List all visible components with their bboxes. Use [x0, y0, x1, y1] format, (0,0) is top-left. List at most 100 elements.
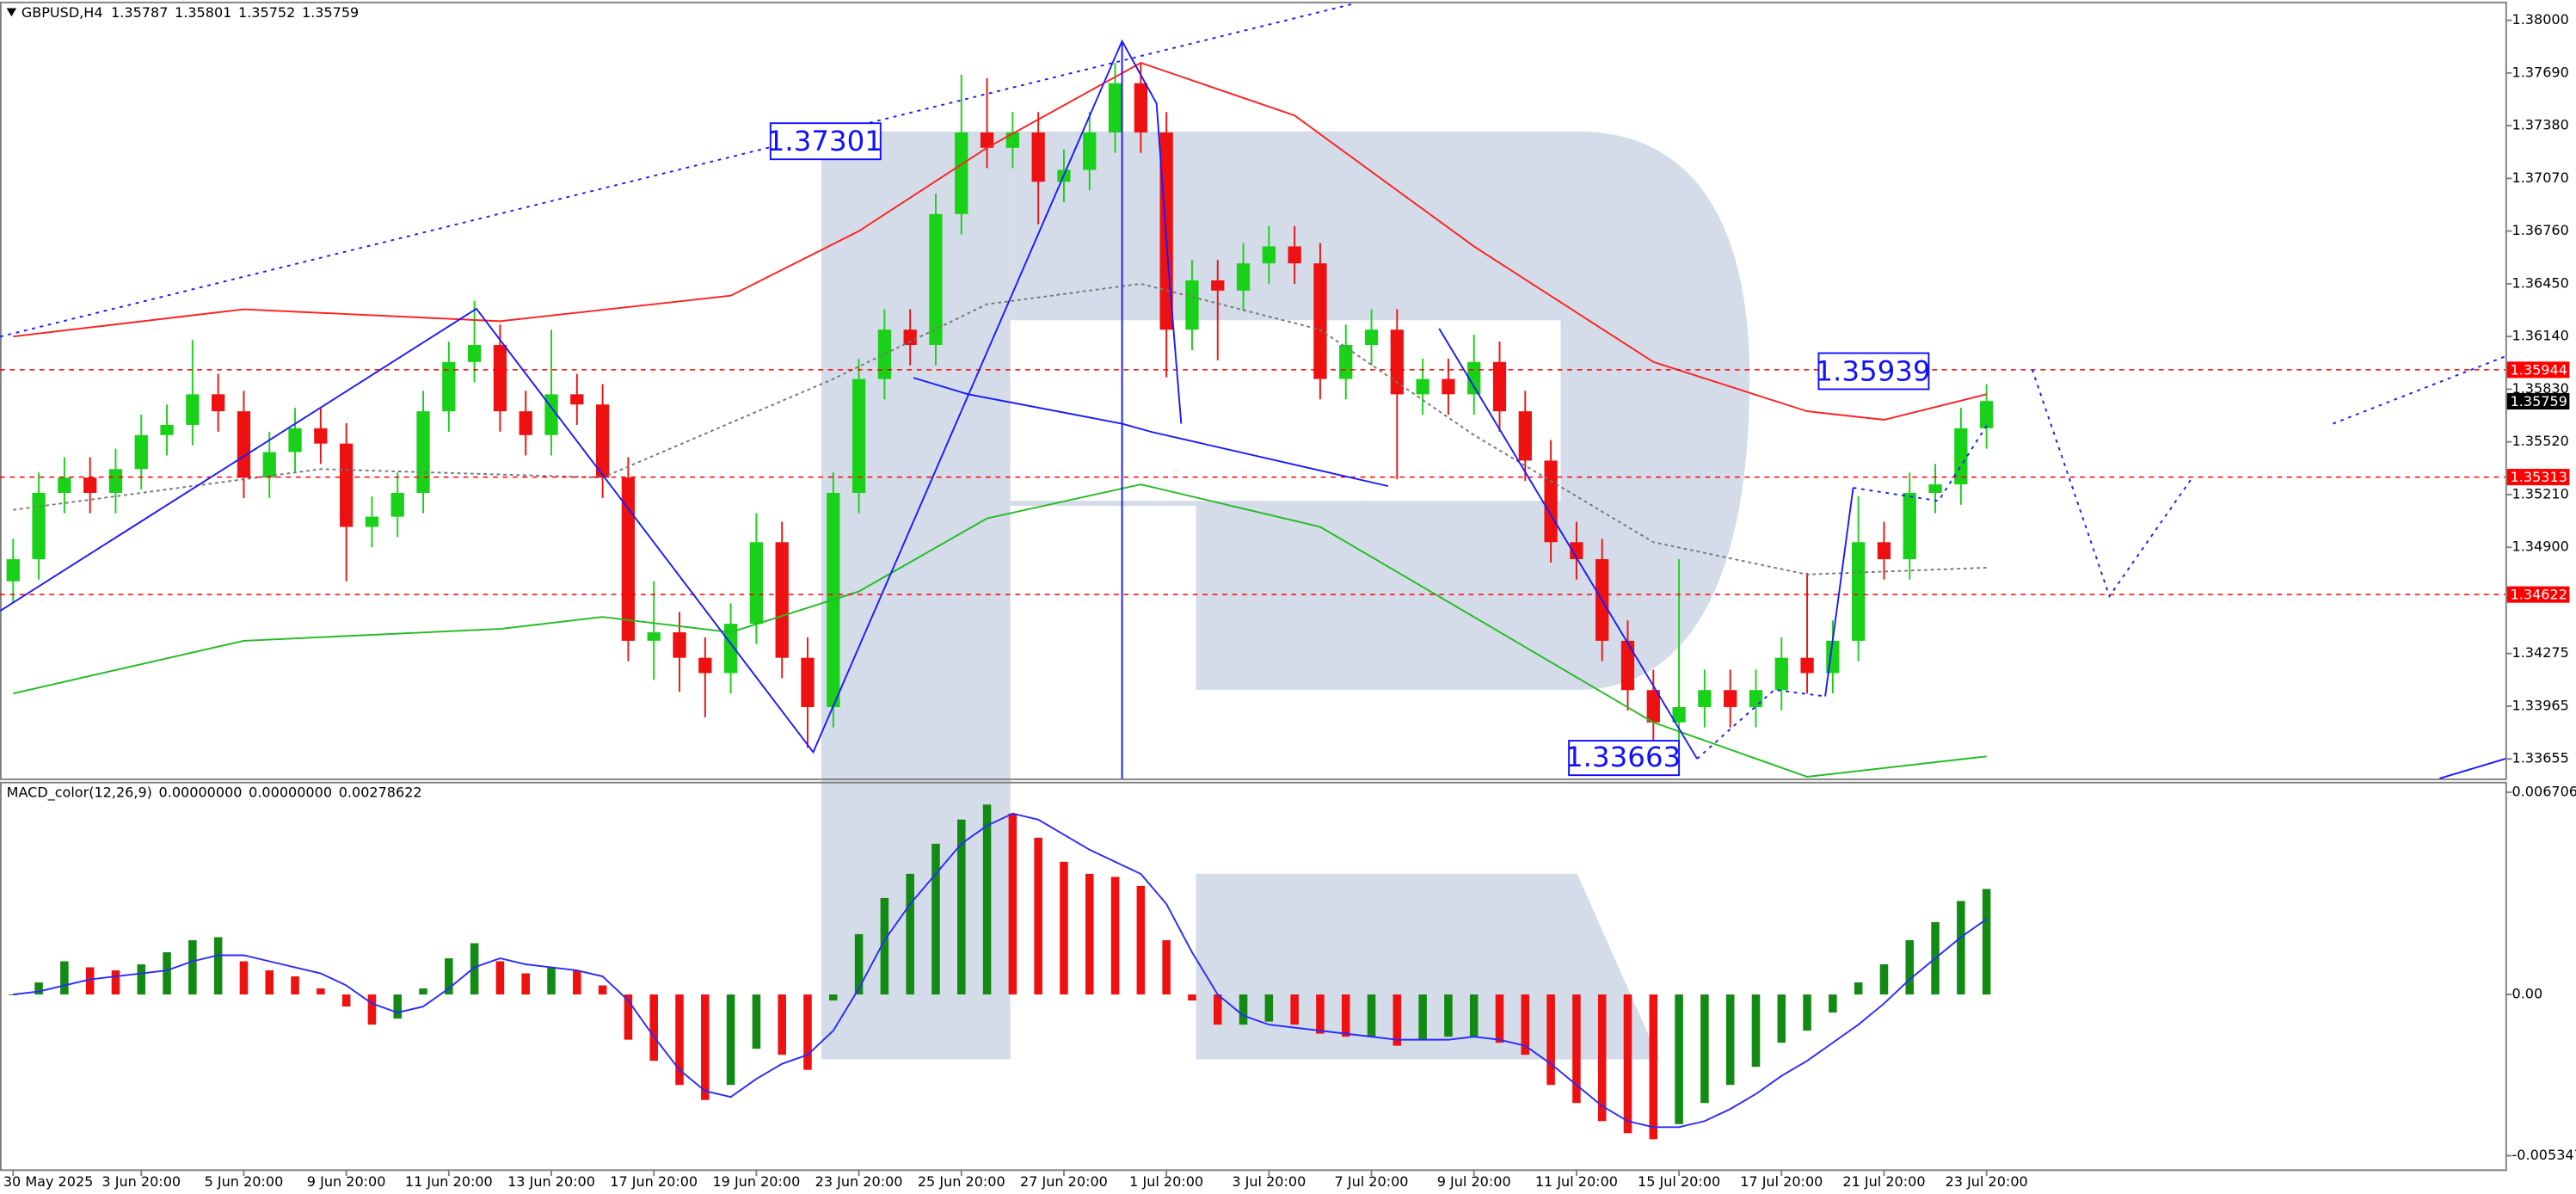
indicator-value: 0.00000000 — [159, 785, 243, 801]
histogram-bar — [367, 994, 377, 1025]
candle-body — [32, 492, 46, 560]
histogram-bar — [829, 994, 838, 1001]
current-price-box — [2506, 392, 2570, 409]
candle-body — [1442, 379, 1455, 395]
level-label-box — [2506, 469, 2570, 486]
y-tick-label: 1.35520 — [2512, 433, 2569, 449]
candle-body — [340, 443, 354, 527]
level-label: 1.35313 — [2511, 469, 2567, 485]
candle-body — [570, 394, 584, 405]
histogram-bar — [9, 994, 18, 996]
candle-body — [1211, 280, 1225, 291]
annotations: 1.37301 1.35939 1.33663 — [767, 122, 1931, 777]
x-tick-label: 11 Jul 20:00 — [1535, 1173, 1618, 1190]
candle-body — [1313, 263, 1327, 379]
histogram-bar — [1725, 994, 1735, 1086]
histogram-bar — [1367, 994, 1376, 1037]
level-label: 1.34622 — [2511, 587, 2567, 603]
histogram-bar — [1495, 994, 1504, 1043]
histogram-bar — [778, 994, 786, 1056]
candle-body — [1518, 411, 1532, 461]
candle-body — [1928, 484, 1942, 493]
candle-body — [698, 657, 712, 674]
moving-average — [13, 282, 1987, 575]
annotation: 1.37301 — [767, 125, 882, 157]
y-tick-label: 1.37070 — [2512, 169, 2569, 186]
histogram-bar — [1623, 994, 1632, 1134]
indicator-value: 0.00278622 — [339, 785, 422, 801]
y-tick-label: 1.36450 — [2512, 274, 2569, 291]
quote-value: 1.35787 — [111, 4, 168, 21]
annotation: 1.33663 — [1565, 741, 1681, 773]
annotation-box — [1817, 352, 1930, 391]
x-tick-label: 3 Jun 20:00 — [101, 1173, 181, 1190]
y-tick-label: 1.35210 — [2512, 485, 2569, 502]
histogram-bar — [1188, 994, 1196, 1001]
histogram-bar — [1213, 994, 1222, 1025]
histogram-bar — [1110, 877, 1120, 995]
candle-body — [1774, 657, 1788, 691]
level-label-box — [2506, 361, 2570, 379]
histogram-bar — [265, 970, 274, 995]
candle-body — [1724, 690, 1737, 707]
candle-body — [877, 329, 892, 379]
x-tick-label: 5 Jun 20:00 — [205, 1173, 284, 1190]
histogram-bar — [1905, 939, 1915, 995]
quote-value: 1.35759 — [302, 4, 359, 21]
candle-body — [212, 394, 225, 412]
histogram-bar — [1829, 994, 1837, 1013]
y-tick-label: 1.35830 — [2512, 380, 2569, 397]
candle-body — [1877, 542, 1891, 560]
candle-body — [1134, 83, 1147, 133]
histogram-bar — [1085, 873, 1094, 995]
histogram-bar — [163, 951, 171, 995]
histogram-bar — [137, 964, 146, 995]
indicator-title: MACD_color(12,26,9) — [7, 785, 152, 802]
x-tick-label: 17 Jul 20:00 — [1740, 1173, 1823, 1190]
histogram-bar — [1957, 901, 1965, 995]
x-tick-label: 23 Jun 20:00 — [815, 1173, 903, 1190]
candle-body — [980, 132, 994, 148]
candle-body — [929, 213, 943, 346]
y-tick-label: 1.37690 — [2512, 64, 2569, 80]
candle-body — [288, 428, 302, 452]
histogram-bar — [1751, 994, 1761, 1068]
histogram-bar — [1700, 994, 1709, 1104]
candle-body — [955, 132, 968, 214]
candle-body — [595, 404, 610, 478]
y-tick-label: 1.34900 — [2512, 539, 2569, 555]
candle-body — [647, 632, 661, 641]
x-tick-label: 17 Jun 20:00 — [610, 1173, 698, 1190]
histogram-bar — [1546, 994, 1555, 1086]
y-tick-label: 1.33655 — [2512, 750, 2569, 766]
candle-body — [1339, 345, 1353, 379]
x-tick-label: 13 Jun 20:00 — [507, 1173, 595, 1190]
histogram-bar — [752, 994, 761, 1049]
candle-body — [160, 424, 174, 435]
candle-body — [673, 632, 686, 658]
y-tick-label: 0.0067068 — [2512, 783, 2576, 799]
histogram-bar — [495, 961, 505, 995]
histogram-bar — [419, 988, 427, 995]
histogram-bar — [982, 804, 992, 995]
histogram-bar — [393, 994, 403, 1019]
histogram-bar — [85, 967, 95, 995]
candle-body — [1852, 542, 1866, 641]
candle-body — [1698, 690, 1712, 707]
histogram-bar — [521, 973, 530, 995]
x-tick-label: 7 Jul 20:00 — [1335, 1173, 1409, 1190]
histogram-bar — [1034, 837, 1042, 995]
signal-line — [13, 812, 1988, 1129]
candle-body — [1288, 246, 1301, 264]
histogram-bar — [726, 994, 735, 1086]
candle-body — [1544, 460, 1558, 543]
histogram-bar — [1418, 994, 1427, 1040]
candle-body — [314, 428, 328, 444]
candle-body — [1954, 428, 1968, 485]
x-tick-label: 21 Jul 20:00 — [1842, 1173, 1925, 1190]
x-tick-label: 19 Jun 20:00 — [712, 1173, 800, 1190]
candle-body — [1980, 401, 1994, 428]
y-tick-label: 1.36760 — [2512, 222, 2569, 238]
